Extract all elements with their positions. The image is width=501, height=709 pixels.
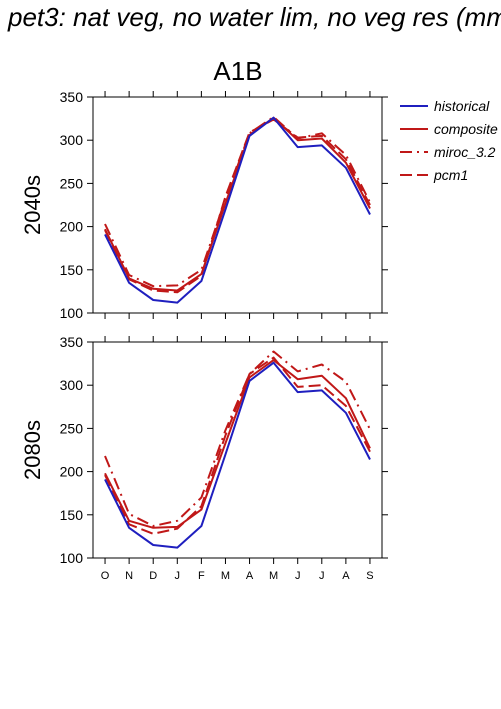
series-line-composite (104, 359, 371, 529)
legend-item: historical (400, 98, 490, 114)
panel-2080s: 100 150 200 250 300 350 O N D J F M A M J J A S 2080s (20, 334, 388, 582)
legend-item: composite (400, 121, 498, 137)
panel-label: 2080s (20, 420, 45, 480)
legend-label: composite (434, 121, 498, 137)
plot-frame (92, 341, 383, 559)
chart-panels: 100 150 200 250 300 350 2040s 100 150 200 250 300 35… (20, 89, 388, 582)
x-tick-label: O (101, 570, 110, 582)
x-tick-label: M (221, 570, 230, 582)
y-tick-label: 200 (60, 219, 84, 235)
legend-item: pcm1 (400, 167, 468, 183)
series-line-historical (104, 116, 371, 304)
y-tick-label: 250 (60, 420, 84, 436)
legend-label: miroc_3.2 (434, 144, 496, 160)
x-tick-label: D (149, 570, 157, 582)
x-tick-label: F (198, 570, 205, 582)
x-tick-label: M (269, 570, 278, 582)
x-tick-label: J (319, 570, 325, 582)
series-line-pcm1 (104, 118, 371, 294)
chart-legend: historical composite miroc_3.2 pcm1 (400, 98, 498, 183)
x-tick-label: S (366, 570, 373, 582)
series-line-pcm1 (104, 356, 371, 535)
series-line-composite (104, 116, 371, 292)
legend-item: miroc_3.2 (400, 144, 496, 160)
plot-frame (92, 96, 383, 314)
y-tick-label: 350 (60, 89, 84, 105)
series-line-historical (104, 361, 371, 549)
legend-label: historical (434, 98, 490, 114)
y-tick-label: 100 (60, 305, 84, 321)
y-tick-label: 150 (60, 262, 84, 278)
panel-label: 2040s (20, 175, 45, 235)
y-tick-label: 200 (60, 464, 84, 480)
x-tick-label: A (342, 570, 350, 582)
page-title: pet3: nat veg, no water lim, no veg res … (8, 2, 501, 32)
y-tick-label: 150 (60, 507, 84, 523)
legend-label: pcm1 (433, 167, 468, 183)
series-line-miroc-3-2 (104, 350, 371, 527)
y-tick-label: 100 (60, 550, 84, 566)
y-tick-label: 300 (60, 377, 84, 393)
series-line-miroc-3-2 (104, 115, 371, 288)
x-tick-label: J (175, 570, 181, 582)
scenario-title: A1B (213, 56, 262, 86)
y-tick-label: 250 (60, 175, 84, 191)
x-tick-label: J (295, 570, 301, 582)
y-tick-label: 300 (60, 132, 84, 148)
panel-2040s: 100 150 200 250 300 350 2040s (20, 89, 388, 321)
y-tick-label: 350 (60, 334, 84, 350)
x-tick-label: N (125, 570, 133, 582)
x-tick-label: A (246, 570, 254, 582)
